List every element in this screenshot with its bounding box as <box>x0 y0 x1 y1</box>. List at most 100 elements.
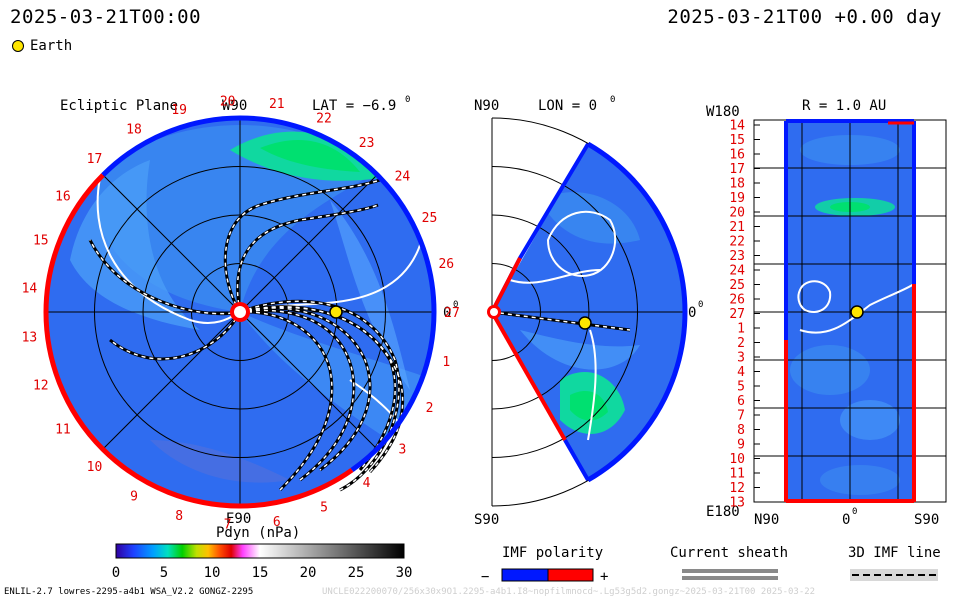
meridional-boundary-upper-positive <box>490 257 522 313</box>
meridional-right-label: 0 <box>688 305 696 321</box>
carrington-label: 6 <box>273 515 281 530</box>
ecliptic-right-label: 0 <box>443 305 451 321</box>
sphere-row-label: 17 <box>729 162 745 177</box>
sphere-x-mid-sup: 0 <box>852 507 857 517</box>
imf-line-legend: 3D IMF line <box>848 545 941 581</box>
colorbar-tick-label: 0 <box>112 565 120 581</box>
current-sheath-swatch-top <box>682 569 778 573</box>
sun-inner-marker <box>234 306 246 318</box>
colorbar-tick-label: 25 <box>348 565 365 581</box>
colorbar-tick-label: 20 <box>300 565 317 581</box>
carrington-label: 13 <box>22 331 38 346</box>
carrington-label: 24 <box>395 170 411 185</box>
carrington-label: 17 <box>87 152 103 167</box>
sphere-row-label: 22 <box>729 235 745 250</box>
carrington-label: 19 <box>171 103 187 118</box>
earth-legend: Earth <box>12 38 72 54</box>
current-sheath-legend: Current sheath <box>670 545 788 580</box>
imf-polarity-title: IMF polarity <box>502 545 603 561</box>
sphere-row-label: 12 <box>729 481 745 496</box>
ecliptic-imf-lines-dash <box>89 179 404 491</box>
colorbar-tick-label: 15 <box>252 565 269 581</box>
carrington-label: 5 <box>320 501 328 516</box>
meridional-imf-line-dash <box>491 311 631 331</box>
sphere-row-label: 14 <box>729 119 745 134</box>
sphere-row-label: 21 <box>729 220 745 235</box>
ecliptic-lat-label: LAT = −6.9 <box>312 98 396 114</box>
footer-run-id: UNCLE022200070/256x30x9O1.2295-a4b1.I8~n… <box>322 587 816 597</box>
imf-polarity-legend: IMF polarity − + <box>481 545 608 585</box>
sphere-x-right: S90 <box>914 512 939 528</box>
imf-line-swatch-bg <box>850 569 938 581</box>
sphere-row-label: 3 <box>737 351 745 366</box>
carrington-label: 20 <box>220 94 236 109</box>
ecliptic-boundary-negative <box>239 115 437 473</box>
sphere-row-label: 24 <box>729 264 745 279</box>
carrington-label: 8 <box>175 509 183 524</box>
carrington-label: 21 <box>269 97 285 112</box>
colorbar-tick-label: 30 <box>396 565 413 581</box>
sphere-row-label: 6 <box>737 394 745 409</box>
sphere-row-label: 1 <box>737 322 745 337</box>
sphere-row-label: 7 <box>737 409 745 424</box>
meridional-boundary-arc <box>586 141 688 483</box>
carrington-label: 1 <box>442 355 450 370</box>
carrington-label: 3 <box>398 442 406 457</box>
colorbar-tick-label: 10 <box>204 565 221 581</box>
sphere-carrington-labels: 1415161718192021222324252627123456789101… <box>729 119 760 511</box>
imf-polarity-minus: − <box>481 569 489 585</box>
carrington-label: 9 <box>130 490 138 505</box>
earth-legend-icon <box>12 40 24 52</box>
pdyn-colorbar: Pdyn (nPa) 0 5 10 15 20 25 30 <box>112 525 413 581</box>
colorbar-gradient <box>115 543 405 559</box>
imf-polarity-plus: + <box>600 569 608 585</box>
carrington-label: 4 <box>363 476 371 491</box>
imf-polarity-negative-swatch <box>501 568 549 582</box>
current-sheath-swatch-bottom <box>682 576 778 580</box>
meridional-sun-inner <box>490 308 498 316</box>
carrington-label: 10 <box>87 460 103 475</box>
ecliptic-bottom-label: E90 <box>226 511 251 527</box>
earth-marker <box>329 305 343 319</box>
ecliptic-boundary-positive <box>43 173 354 509</box>
meridional-current-sheet <box>509 210 617 441</box>
ecliptic-plane-panel: Ecliptic Plane W90 E90 0 0 LAT = −6.9 0 … <box>22 94 460 532</box>
colorbar-title: Pdyn (nPa) <box>216 525 300 541</box>
ecliptic-lat-sup: 0 <box>405 95 410 105</box>
sphere-x-mid: 0 <box>842 512 850 528</box>
carrington-label: 2 <box>426 401 434 416</box>
carrington-label: 15 <box>33 234 49 249</box>
sphere-row-label: 19 <box>729 191 745 206</box>
sphere-row-label: 25 <box>729 278 745 293</box>
carrington-label: 25 <box>422 211 438 226</box>
current-sheath-title: Current sheath <box>670 545 788 561</box>
colorbar-tick-label: 5 <box>160 565 168 581</box>
sphere-earth-marker <box>850 305 864 319</box>
sphere-row-label: 27 <box>729 307 745 322</box>
sphere-row-label: 26 <box>729 293 745 308</box>
sphere-current-sheet <box>797 280 915 334</box>
sphere-top-label: W180 <box>706 104 740 120</box>
sphere-row-label: 11 <box>729 467 745 482</box>
sphere-x-left: N90 <box>754 512 779 528</box>
sphere-row-label: 16 <box>729 148 745 163</box>
carrington-label: 16 <box>55 190 71 205</box>
sphere-bottom-label: E180 <box>706 504 740 520</box>
sphere-row-label: 9 <box>737 438 745 453</box>
carrington-label: 23 <box>359 136 375 151</box>
carrington-label: 22 <box>316 111 332 126</box>
sphere-r-label: R = 1.0 AU <box>802 98 886 114</box>
model-time-right: 2025-03-21T00 +0.00 day <box>667 6 942 28</box>
ecliptic-boundary-negative-upper <box>101 115 241 177</box>
ecliptic-top-label: W90 <box>222 98 247 114</box>
meridional-bottom-label: S90 <box>474 512 499 528</box>
carrington-label: 18 <box>126 122 142 137</box>
sphere-row-label: 2 <box>737 336 745 351</box>
colorbar-ticks: 0 5 10 15 20 25 30 <box>112 565 413 581</box>
carrington-label: 14 <box>22 281 38 296</box>
meridional-top-label: N90 <box>474 98 499 114</box>
meridional-earth-marker <box>578 316 592 330</box>
meridional-plane-panel: N90 S90 LON = 0 0 0 0 <box>474 95 703 528</box>
